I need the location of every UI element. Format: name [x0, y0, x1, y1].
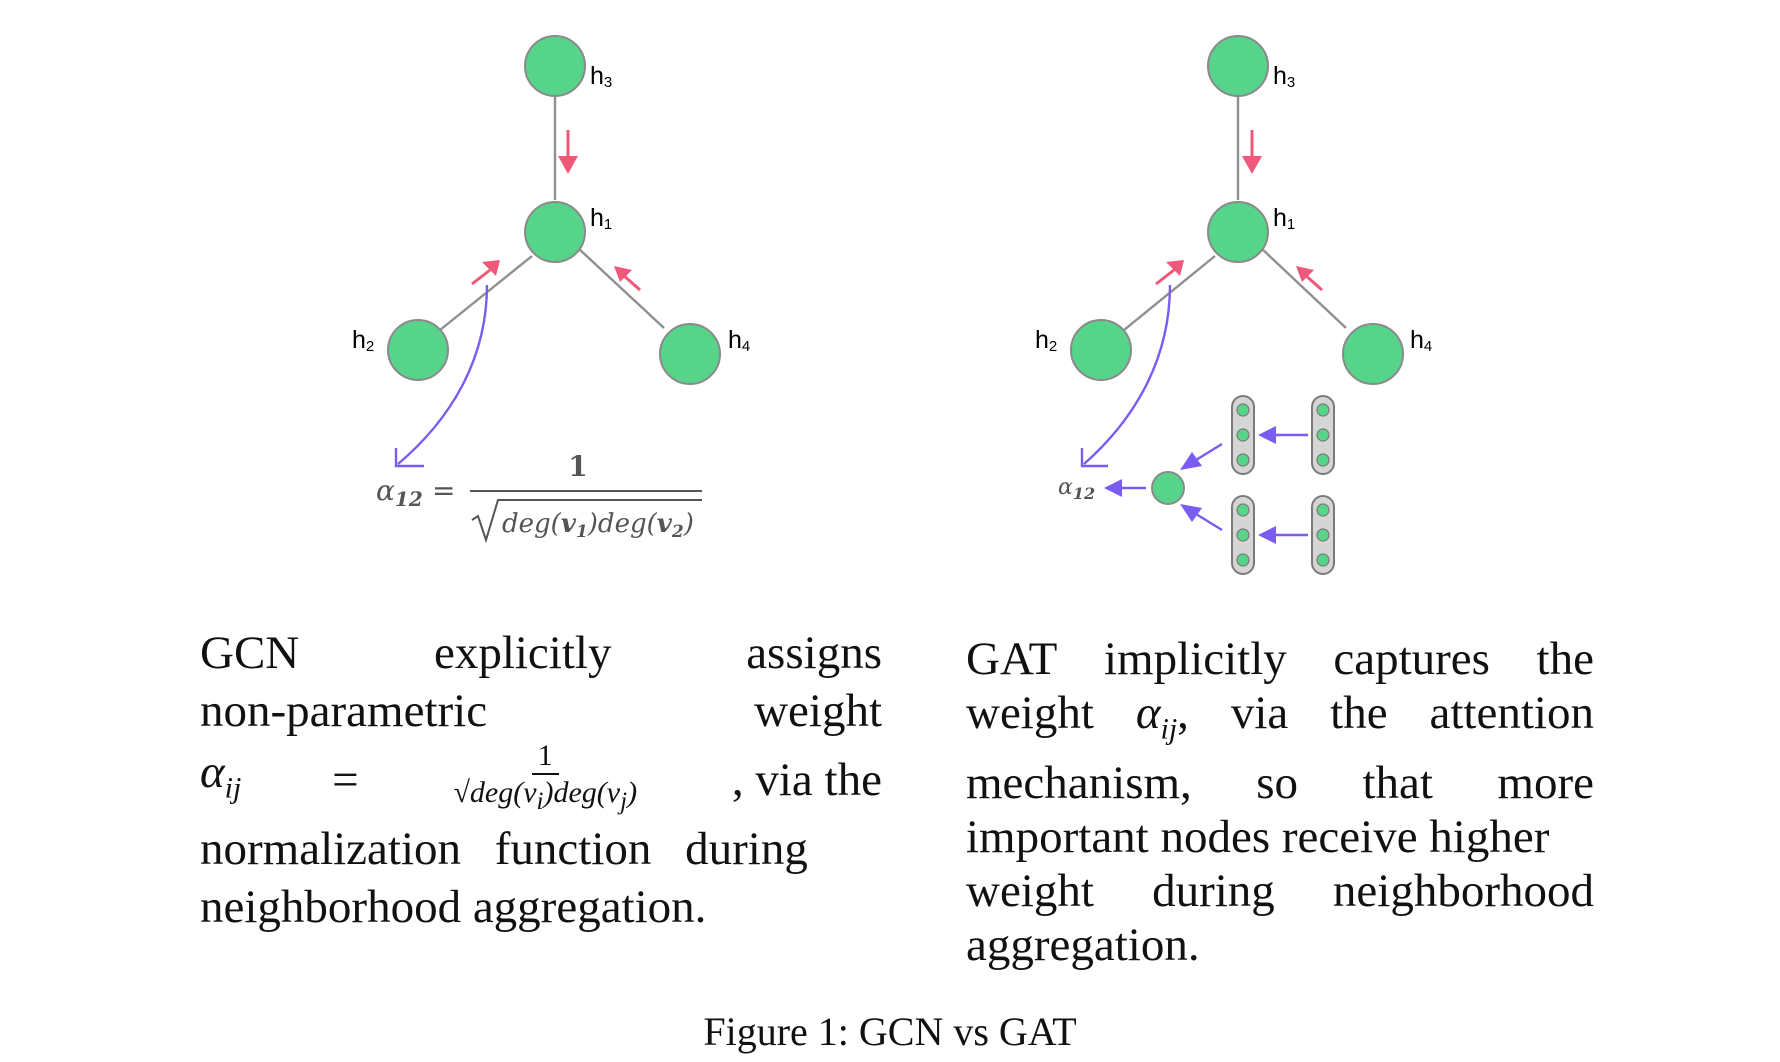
gat-caption-line3: mechanism, so that more	[966, 757, 1594, 810]
gcn-label-h4: h4	[728, 326, 750, 355]
gat-dot	[1316, 528, 1330, 542]
gat-dot	[1316, 453, 1330, 467]
gcn-arrow-h4-to-h1	[614, 266, 641, 292]
gcn-caption-frac-num: 1	[531, 740, 559, 775]
gcn-arrow-h3-to-h1	[558, 130, 578, 174]
gcn-caption-alpha: αij	[200, 745, 242, 805]
gat-arrow-bottom-horizontal-head	[1258, 526, 1276, 544]
gat-label-h1: h1	[1273, 204, 1295, 233]
gcn-caption-line3: αij = 1 √deg(vi)deg(vj) , via the	[200, 740, 882, 820]
gat-dot	[1316, 403, 1330, 417]
gcn-word: weight	[754, 685, 882, 737]
gcn-formula-sqrt	[471, 499, 702, 544]
gat-dot	[1236, 528, 1250, 542]
gcn-node-h4	[659, 323, 721, 385]
gcn-edge-h1-h4	[577, 247, 665, 329]
gat-arrow-diag-bottom-head	[1180, 504, 1202, 522]
gcn-formula-alpha: α12	[376, 474, 423, 511]
gcn-formula: α12 = 1 deg(v1)deg(v2)	[376, 450, 702, 544]
gat-edge-h1-h4	[1260, 247, 1347, 329]
gat-caption-line4: important nodes receive higher	[966, 811, 1550, 864]
gcn-caption-line4: normalization function during	[200, 823, 808, 875]
gat-label-h4: h4	[1410, 326, 1432, 355]
gcn-caption-via: , via the	[731, 754, 882, 806]
gat-dot	[1236, 553, 1250, 567]
gcn-word: non-parametric	[200, 685, 488, 737]
gat-dot	[1236, 403, 1250, 417]
gat-arrow-diag-bottom	[1195, 512, 1223, 532]
gat-caption-alpha: αij,	[1135, 687, 1189, 746]
gcn-formula-numerator: 1	[568, 450, 587, 483]
gat-dot	[1236, 453, 1250, 467]
gat-caption: GAT implicitly captures the weight αij, via…	[966, 632, 1594, 972]
figure-caption: Figure 1: GCN vs GAT	[703, 1009, 1077, 1054]
gcn-label-h2: h2	[352, 326, 374, 355]
gcn-graph: h3 h1 h2 h4 α12 = 1 deg(v1)deg(v2)	[352, 35, 750, 544]
gat-label-h2: h2	[1035, 326, 1057, 355]
gcn-label-h3: h3	[590, 62, 612, 91]
gat-node-h3	[1207, 35, 1269, 97]
gat-node-h1	[1207, 201, 1269, 263]
gat-arrow-top-horizontal-head	[1258, 426, 1276, 444]
gat-caption-line2: weight αij, via the attention	[966, 686, 1594, 756]
gcn-word: GCN	[200, 627, 300, 679]
gat-node-h4	[1342, 323, 1404, 385]
gat-caption-line6: aggregation.	[966, 919, 1200, 972]
gcn-node-h2	[387, 319, 449, 381]
gcn-weight-curve	[397, 284, 489, 465]
gat-dot	[1316, 428, 1330, 442]
gat-dot	[1236, 503, 1250, 517]
gcn-weight-curve-head	[394, 448, 424, 468]
gat-arrow-diag-top	[1195, 442, 1223, 462]
gat-arrow-h3-to-h1	[1242, 130, 1262, 174]
gcn-word: explicitly	[433, 627, 612, 679]
gcn-caption-eq: =	[332, 754, 359, 806]
gat-node-h2	[1070, 319, 1132, 381]
gat-weight-curve	[1083, 284, 1172, 465]
gcn-node-h3	[524, 35, 586, 97]
gat-caption-line5: weight during neighborhood	[966, 865, 1594, 918]
gat-dot	[1236, 428, 1250, 442]
gat-dot	[1316, 503, 1330, 517]
gcn-node-h1	[524, 201, 586, 263]
gcn-caption: GCN explicitly assigns non-parametric we…	[200, 624, 882, 936]
gcn-caption-frac-den: √deg(vi)deg(vj)	[453, 775, 638, 815]
gcn-caption-line2: non-parametric weight	[200, 682, 882, 740]
gat-attention-mechanism: α12	[1058, 395, 1335, 575]
gcn-formula-eq: =	[432, 474, 455, 507]
gat-weight-curve-head	[1080, 448, 1108, 468]
gcn-caption-line5: neighborhood aggregation.	[200, 881, 707, 933]
gat-dot	[1316, 553, 1330, 567]
gcn-word: assigns	[746, 627, 882, 679]
gat-arrow-to-alpha-head	[1104, 479, 1122, 497]
gcn-label-h1: h1	[590, 204, 612, 233]
gat-arrow-h4-to-h1	[1296, 266, 1323, 292]
gat-graph: h3 h1 h2 h4	[1035, 35, 1432, 575]
gat-label-h3: h3	[1273, 62, 1295, 91]
gcn-caption-fraction: 1 √deg(vi)deg(vj)	[453, 740, 638, 820]
gat-caption-line1: GAT implicitly captures the	[966, 633, 1594, 685]
gcn-arrow-h2-to-h1	[471, 260, 500, 286]
gcn-caption-line1: GCN explicitly assigns	[200, 624, 882, 682]
gcn-formula-denominator: deg(v1)deg(v2)	[502, 509, 694, 542]
gat-alpha-label: α12	[1058, 475, 1095, 503]
gat-attention-node	[1151, 471, 1185, 505]
gat-arrow-h2-to-h1	[1155, 260, 1184, 286]
gat-arrow-diag-top-head	[1180, 452, 1202, 470]
